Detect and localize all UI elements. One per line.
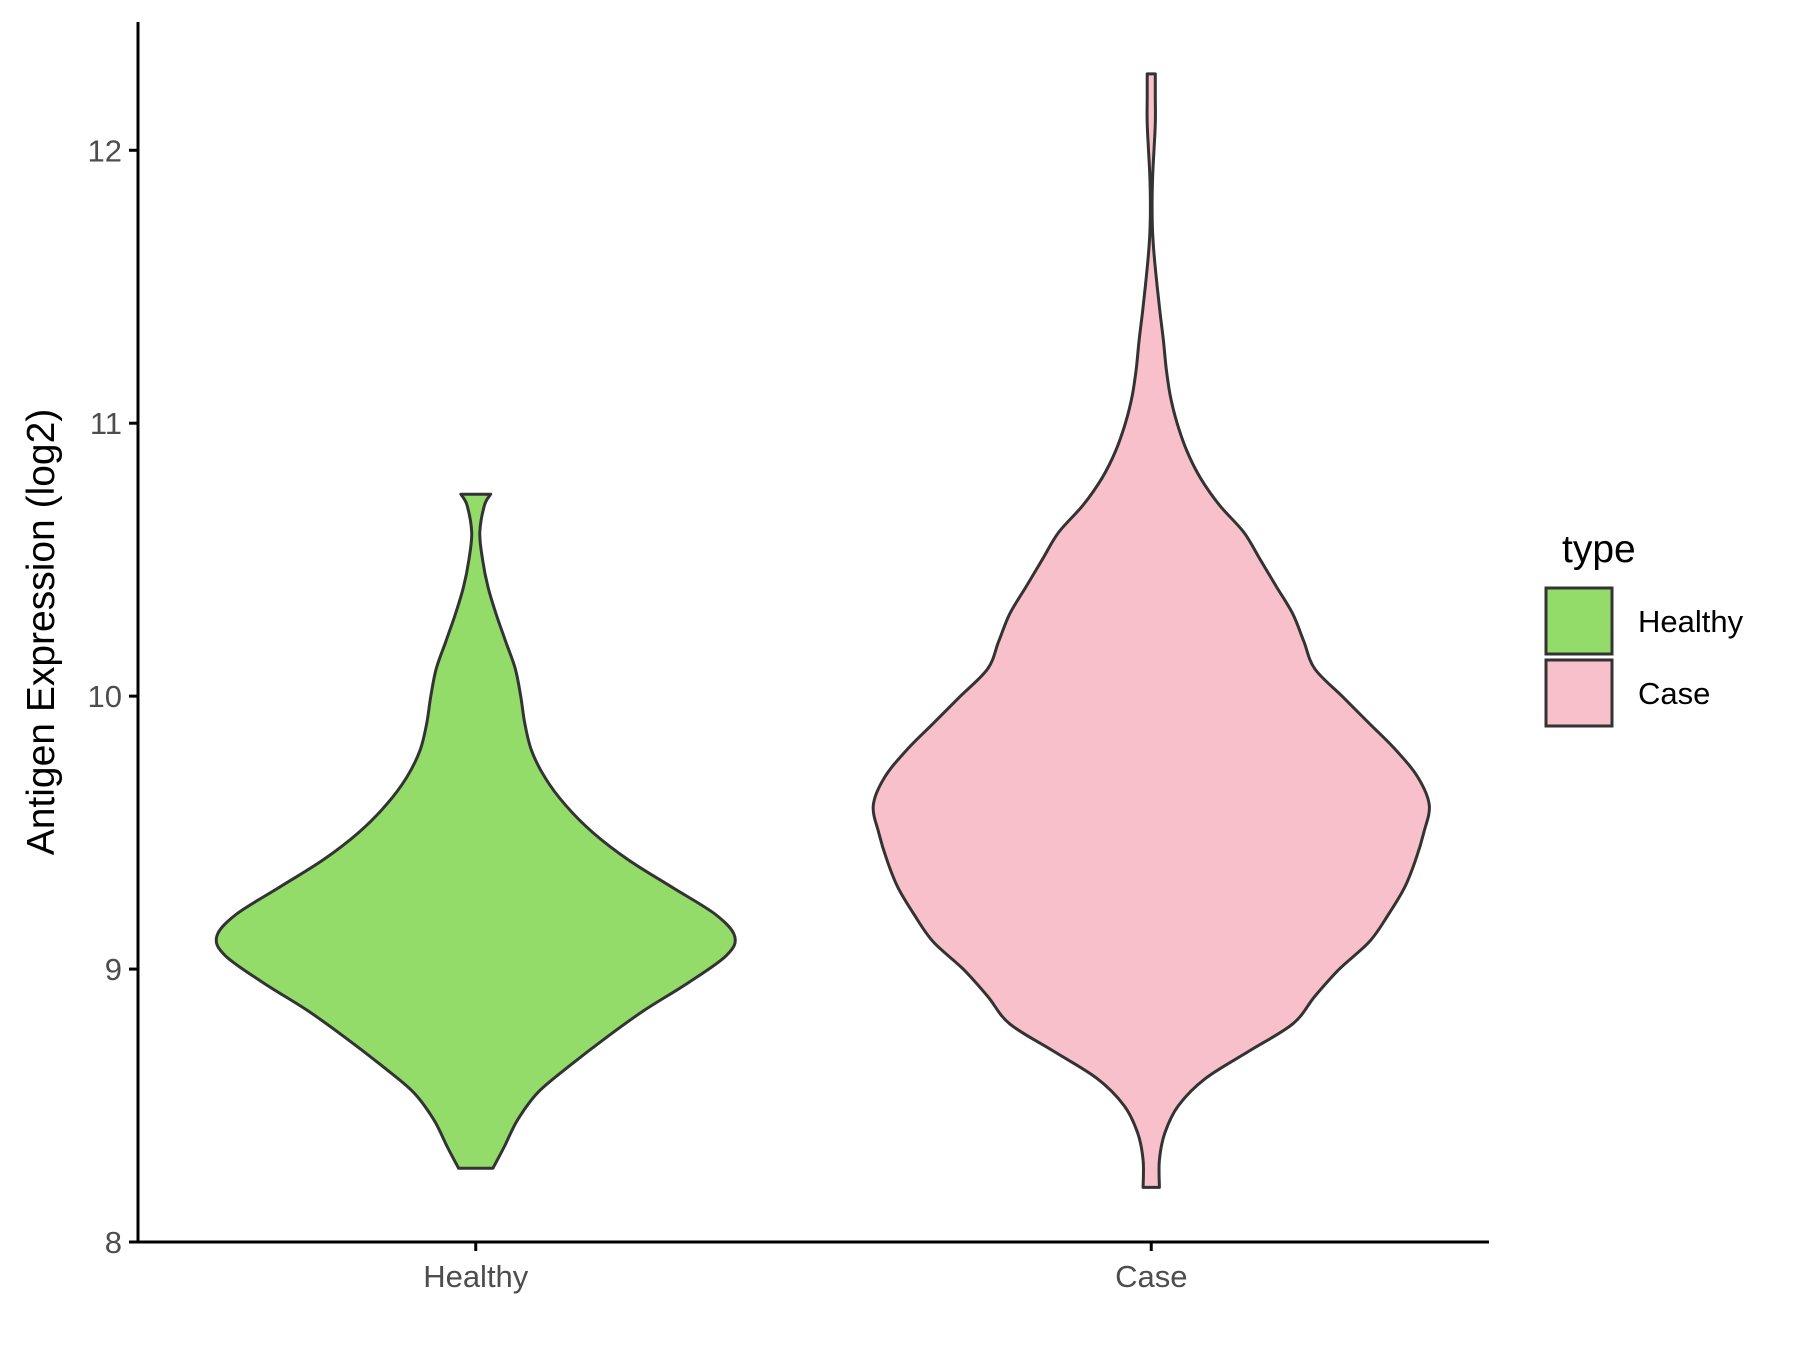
legend-swatch-healthy <box>1544 586 1614 656</box>
y-axis-title: Antigen Expression (log2) <box>20 409 63 856</box>
y-axis-ticks: 8 9 10 11 12 <box>88 133 138 1260</box>
legend-swatch-case <box>1544 658 1614 728</box>
legend: type Healthy Case <box>1544 528 1744 728</box>
y-tick-label: 11 <box>90 406 122 441</box>
y-tick-label: 10 <box>88 679 122 714</box>
x-tick-label: Case <box>1115 1259 1187 1294</box>
legend-title: type <box>1562 528 1636 571</box>
legend-label-healthy: Healthy <box>1638 604 1744 639</box>
y-tick-label: 12 <box>88 133 122 168</box>
y-tick-label: 8 <box>105 1225 122 1260</box>
violin-layer <box>214 72 1431 1189</box>
x-axis-ticks: Healthy Case <box>423 1242 1187 1294</box>
legend-entries: Healthy Case <box>1544 586 1744 728</box>
x-tick-label: Healthy <box>423 1259 529 1294</box>
violin-case <box>871 72 1431 1189</box>
legend-label-case: Case <box>1638 676 1710 711</box>
violin-healthy <box>214 492 737 1170</box>
y-tick-label: 9 <box>105 952 122 987</box>
